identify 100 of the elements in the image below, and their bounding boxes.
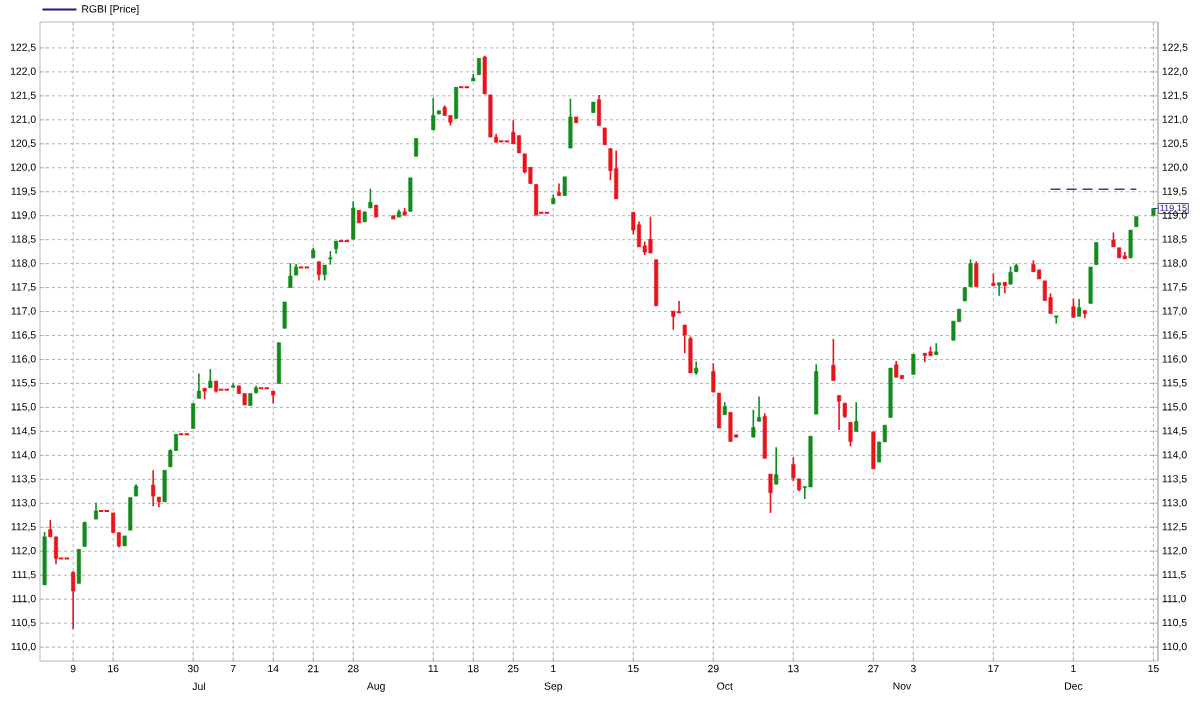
y-tick-label: 117,0	[11, 307, 36, 316]
text: Dec	[1065, 682, 1083, 690]
x-tick-label: 15	[628, 664, 639, 673]
y-tick-label: 120,0	[10, 163, 36, 173]
y2-tick-label: 115,5	[1162, 379, 1187, 388]
candlestick	[1054, 315, 1059, 325]
candlestick	[848, 421, 853, 448]
y2-tick-label: 116,0	[1162, 355, 1187, 364]
x-tick-label: 30	[187, 664, 199, 673]
candlestick	[368, 188, 373, 209]
y2-tick-label: 118,5	[1162, 235, 1187, 244]
annotation: 119,15	[1160, 204, 1187, 213]
x-tick-label: 28	[347, 664, 359, 673]
candlestick	[82, 520, 87, 548]
x-tick-label: 7	[230, 664, 236, 673]
y2-tick-label: 111,5	[1162, 570, 1186, 580]
y-tick-label: 110,5	[11, 618, 36, 628]
y-tick-label: 111,0	[12, 594, 36, 604]
y-tick-label: 114,0	[11, 451, 36, 460]
y2-tick-label: 110,0	[1162, 642, 1187, 652]
x-tick-label: 15	[1148, 664, 1159, 673]
y2-tick-label: 115,0	[1162, 403, 1187, 412]
y2-tick-label: 114,5	[1162, 427, 1187, 436]
y2-tick-label: 111,0	[1162, 594, 1186, 604]
y2-tick-label: 120,5	[1162, 139, 1188, 149]
y-tick-label: 117,5	[11, 283, 36, 292]
text: Oct	[717, 682, 733, 690]
y-tick-label: 115,0	[11, 403, 36, 412]
x-tick-label: 11	[428, 664, 439, 673]
x-tick-label: 27	[868, 664, 879, 673]
candlestick	[854, 401, 859, 433]
text: RGBI [Price]	[82, 4, 139, 15]
y-tick-label: 121,5	[10, 91, 36, 101]
y2-tick-label: 114,0	[1162, 451, 1187, 460]
y-tick-label: 118,5	[11, 235, 36, 244]
y-tick-label: 116,0	[11, 355, 36, 364]
y-tick-label: 110,0	[11, 642, 36, 652]
y2-tick-label: 112,0	[1162, 546, 1187, 556]
x-tick-label: 1	[1071, 664, 1076, 673]
y2-tick-label: 121,5	[1162, 91, 1188, 101]
candlestick	[562, 176, 567, 197]
x-tick-label: 29	[708, 664, 719, 673]
y2-tick-label: 110,5	[1162, 618, 1187, 628]
candlestick	[774, 446, 779, 485]
candlestick	[757, 395, 762, 423]
candlestick	[682, 324, 687, 355]
y2-tick-label: 112,5	[1162, 522, 1187, 532]
y-tick-label: 120,5	[10, 139, 36, 149]
y-tick-label: 122,0	[10, 67, 36, 77]
y-tick-label: 114,5	[11, 427, 36, 436]
x-tick-label: 3	[910, 664, 916, 673]
y-tick-label: 112,5	[11, 522, 36, 532]
y2-tick-label: 122,5	[1162, 43, 1188, 53]
y2-tick-label: 119,5	[1162, 187, 1187, 197]
candlestick	[316, 260, 321, 282]
y2-tick-label: 113,5	[1162, 475, 1187, 484]
y-tick-label: 115,5	[11, 379, 36, 388]
x-tick-label: 17	[988, 664, 999, 673]
candlestick	[974, 260, 979, 288]
y-tick-label: 122,5	[10, 43, 36, 53]
candlestick	[208, 368, 213, 389]
y2-tick-label: 113,0	[1162, 498, 1187, 508]
y2-tick-label: 117,5	[1162, 283, 1187, 292]
candlestick	[997, 282, 1002, 297]
y2-tick-label: 121,0	[1162, 115, 1188, 125]
x-tick-label: 13	[788, 664, 799, 673]
x-tick-label: 1	[551, 664, 556, 673]
x-tick-label: 9	[70, 664, 76, 673]
candlestick	[831, 338, 836, 382]
candlestick	[1094, 241, 1099, 266]
text: Nov	[893, 682, 912, 690]
y-tick-label: 113,5	[11, 475, 36, 484]
candlestick	[968, 258, 973, 288]
candlestick	[837, 394, 842, 431]
x-tick-label: 14	[268, 664, 279, 673]
y-tick-label: 119,0	[11, 211, 36, 220]
x-tick-label: 25	[508, 664, 519, 673]
y2-tick-label: 117,0	[1162, 307, 1187, 316]
x-tick-label: 21	[307, 664, 319, 673]
y-tick-label: 112,0	[11, 546, 36, 556]
x-tick-label: 18	[468, 664, 479, 673]
x-tick-label: 16	[108, 664, 119, 673]
candlestick	[1071, 297, 1076, 319]
y2-tick-label: 120,0	[1162, 163, 1188, 173]
y2-tick-label: 122,0	[1162, 67, 1188, 77]
text: Sep	[544, 682, 563, 692]
y-tick-label: 116,5	[11, 331, 36, 340]
candlestick	[751, 409, 756, 438]
y2-tick-label: 116,5	[1162, 331, 1187, 340]
candlestick	[196, 372, 201, 400]
y-tick-label: 111,5	[12, 570, 36, 580]
candlestick	[431, 96, 436, 131]
candlestick	[71, 570, 76, 630]
y-tick-label: 121,0	[10, 115, 36, 125]
y-tick-label: 119,5	[11, 187, 36, 197]
y-tick-label: 118,0	[11, 259, 36, 268]
y-tick-label: 113,0	[11, 498, 36, 508]
candlestick	[768, 473, 773, 514]
y2-tick-label: 118,0	[1162, 259, 1187, 268]
text: Jul	[192, 682, 205, 691]
